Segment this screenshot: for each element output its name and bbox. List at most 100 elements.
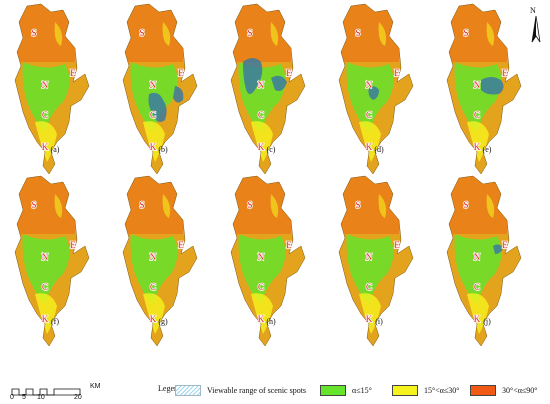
scenic-spot-label: K [150,142,157,152]
viewable-range-area [493,244,503,254]
scenic-spot-label: E [70,240,76,250]
scale-tick: 10 [37,394,45,401]
scenic-spot-label: C [150,110,156,120]
scenic-spot-label: C [42,110,48,120]
scenic-spot-label: C [150,282,156,292]
slope-map-panel: S N E C K [2,2,108,177]
scenic-spot-label: E [178,240,184,250]
scenic-spot-label: S [355,28,360,38]
scenic-spot-label: S [355,200,360,210]
legend-title: Legend [158,384,182,393]
scenic-spot-label: N [42,80,49,90]
scenic-spot-label: K [42,142,49,152]
panel-caption: (j) [483,317,491,326]
slope-map: S N E C K [446,3,522,175]
scale-tick: 5 [22,394,26,401]
slope-map: S N E C K [122,175,198,347]
legend-item-moderate: 15°<α≤30° [392,384,460,396]
scenic-spot-label: S [247,28,252,38]
legend-label: 30°<α≤90° [502,385,538,395]
scale-bar: KM 0 5 10 20 [10,383,101,404]
panel-caption: (a) [50,145,60,154]
scenic-spot-label: N [258,252,265,262]
legend-label: Viewable range of scenic spots [207,385,307,395]
panel-caption: (g) [158,317,168,326]
scenic-spot-label: S [139,200,144,210]
panel-caption: (d) [374,145,384,154]
slope-map-panel: S N E C K [326,174,432,349]
slope-map-panel: S N E C K [110,174,216,349]
scenic-spot-label: C [258,110,264,120]
panel-caption: (b) [158,145,168,154]
scenic-spot-label: E [178,68,184,78]
scenic-spot-label: N [366,252,373,262]
legend-item-steep: 30°<α≤90° [470,384,538,396]
scenic-spot-label: N [474,252,481,262]
scenic-spot-label: E [502,68,508,78]
panel-caption: (h) [266,317,276,326]
legend-item-viewable: Viewable range of scenic spots [175,384,306,396]
scenic-spot-label: E [394,68,400,78]
scale-tick: 0 [10,394,14,401]
legend-label: α≤15° [352,385,372,395]
scenic-spot-label: S [463,28,468,38]
viewable-range-area [481,77,504,95]
slope-map-panel: S N E C K [2,174,108,349]
scale-unit: KM [90,383,101,390]
viewable-range-area [243,58,287,94]
scenic-spot-label: N [42,252,49,262]
scenic-spot-label: C [366,110,372,120]
gentle-slope-swatch [320,384,346,396]
slope-map: S N E C K [446,175,522,347]
slope-map-panel: S N E C K [434,2,540,177]
scale-bar-graphic [11,388,81,396]
scenic-spot-label: S [247,200,252,210]
scenic-spot-label: K [474,142,481,152]
viewable-range-area [148,86,184,122]
panel-caption: (i) [375,317,383,326]
moderate-slope-swatch [392,384,418,396]
scenic-spot-label: C [474,282,480,292]
scenic-spot-label: C [474,110,480,120]
scenic-spot-label: E [70,68,76,78]
legend-item-gentle: α≤15° [320,384,372,396]
slope-map: S N E C K [14,175,90,347]
slope-map: S N E C K [14,3,90,175]
viewable-range-swatch [175,384,201,396]
slope-map-panel: S N E C K [434,174,540,349]
slope-map: S N E C K [338,175,414,347]
scale-tick: 20 [74,394,82,401]
scenic-spot-label: N [366,80,373,90]
scenic-spot-label: S [31,28,36,38]
scenic-spot-label: K [366,142,373,152]
scenic-spot-label: S [31,200,36,210]
scenic-spot-label: E [394,240,400,250]
scenic-spot-label: C [258,282,264,292]
slope-map: S N E C K [122,3,198,175]
slope-map-panel: S N E C K [218,174,324,349]
scenic-spot-label: N [258,80,265,90]
slope-map-panel: S N E C K [326,2,432,177]
scenic-spot-label: E [286,240,292,250]
scenic-spot-label: C [366,282,372,292]
scenic-spot-label: K [258,314,265,324]
scenic-spot-label: C [42,282,48,292]
scenic-spot-label: E [286,68,292,78]
viewable-range-area [368,86,379,100]
scenic-spot-label: K [474,314,481,324]
panel-caption: (e) [482,145,492,154]
north-arrow: N [526,6,546,46]
north-arrow-icon [531,15,541,43]
slope-map: S N E C K [230,175,306,347]
steep-slope-swatch [470,384,496,396]
scenic-spot-label: K [42,314,49,324]
slope-map-panel: S N E C K [218,2,324,177]
panel-caption: (c) [266,145,276,154]
scenic-spot-label: N [474,80,481,90]
scenic-spot-label: N [150,252,157,262]
scenic-spot-label: E [502,240,508,250]
scenic-spot-label: K [366,314,373,324]
slope-map-panel: S N E C K [110,2,216,177]
scenic-spot-label: S [139,28,144,38]
north-arrow-letter: N [530,6,536,15]
